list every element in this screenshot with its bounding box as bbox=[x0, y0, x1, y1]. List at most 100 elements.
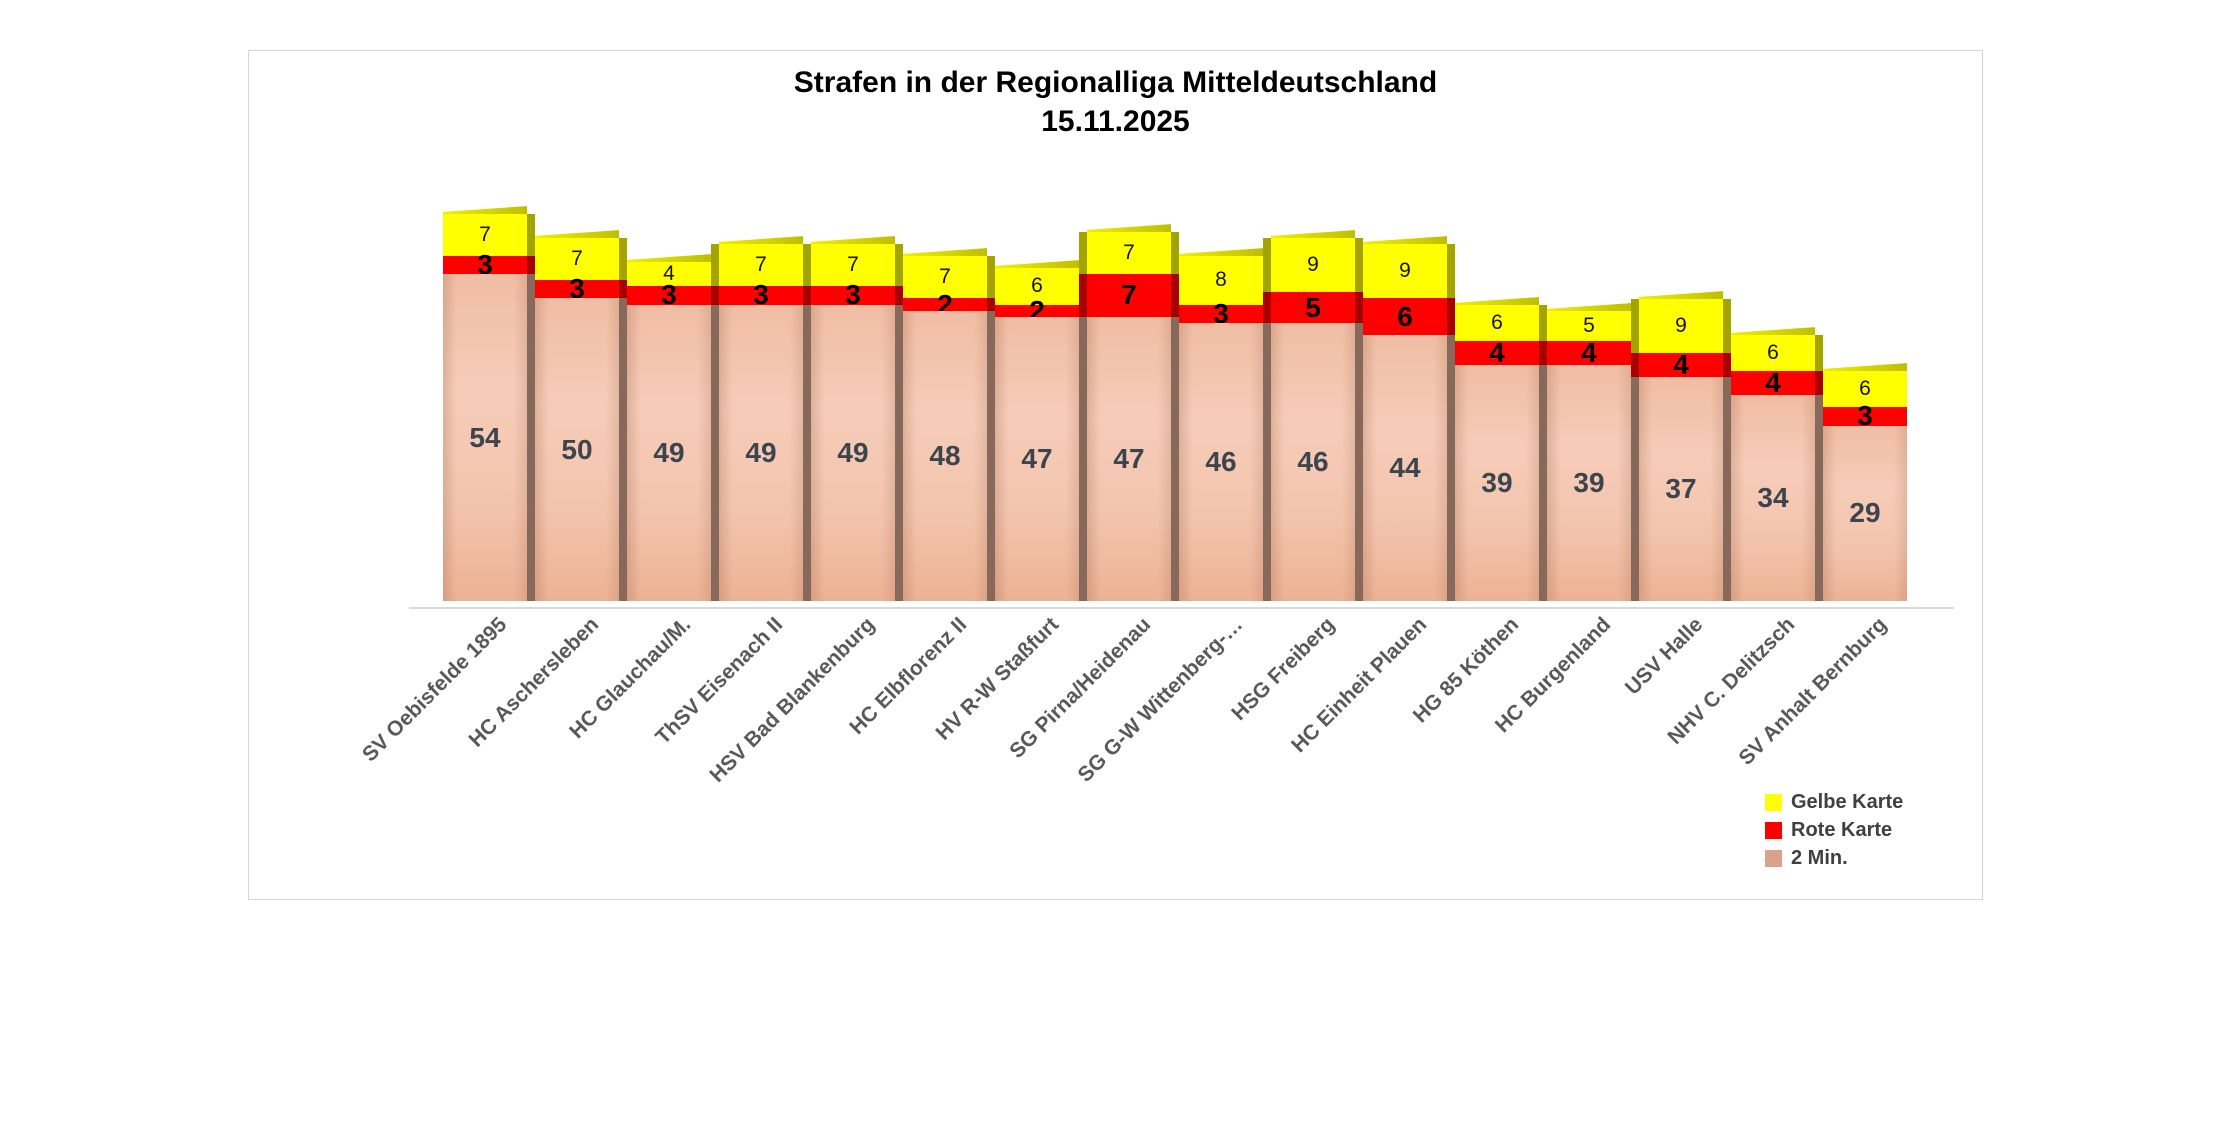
side-face-2min bbox=[619, 298, 627, 601]
side-face-gelbe bbox=[619, 238, 627, 281]
bar-side-face bbox=[1815, 334, 1823, 601]
segment-rote-karte: 3 bbox=[627, 281, 711, 309]
segment-rote-karte: 3 bbox=[719, 281, 803, 309]
segment-rote-karte: 4 bbox=[1455, 338, 1539, 366]
bar-group: 7 2 48 bbox=[903, 256, 987, 601]
segment-2min: 49 bbox=[811, 304, 895, 601]
side-face-2min bbox=[1355, 322, 1363, 601]
side-face-2min bbox=[895, 304, 903, 601]
side-face-2min bbox=[1539, 365, 1547, 601]
segment-rote-karte: 4 bbox=[1731, 369, 1815, 397]
bar-group: 7 3 49 bbox=[811, 244, 895, 601]
side-face-rote bbox=[1171, 274, 1179, 317]
side-face-gelbe bbox=[1815, 334, 1823, 372]
side-face-2min bbox=[1815, 395, 1823, 601]
legend-item: Gelbe Karte bbox=[1765, 792, 1903, 812]
bar-side-face bbox=[1355, 238, 1363, 601]
segment-2min: 39 bbox=[1455, 365, 1539, 601]
bar-group: 5 4 39 bbox=[1547, 310, 1631, 601]
plot-area: 7 3 54 SV Oebisfelde 1895 7 3 50 HC Ascherslebe… bbox=[249, 51, 1982, 899]
side-face-rote bbox=[803, 286, 811, 305]
segment-gelbe-karte: 7 bbox=[811, 244, 895, 287]
side-face-rote bbox=[1631, 352, 1639, 378]
segment-gelbe-karte: 4 bbox=[627, 262, 711, 287]
side-face-2min bbox=[1723, 377, 1731, 601]
segment-gelbe-karte: 5 bbox=[1547, 310, 1631, 341]
bar-group: 6 2 47 bbox=[995, 268, 1079, 601]
legend-item: 2 Min. bbox=[1765, 848, 1903, 868]
side-face-2min bbox=[1631, 377, 1639, 601]
segment-rote-karte: 7 bbox=[1087, 274, 1171, 317]
segment-2min: 47 bbox=[1087, 316, 1171, 601]
bar-side-face bbox=[803, 244, 811, 601]
side-face-gelbe bbox=[1263, 238, 1271, 293]
legend-swatch bbox=[1765, 793, 1782, 811]
segment-2min: 37 bbox=[1639, 377, 1723, 601]
segment-2min: 54 bbox=[443, 274, 527, 601]
side-face-gelbe bbox=[1631, 298, 1639, 353]
side-face-rote bbox=[1263, 292, 1271, 323]
bar-side-face bbox=[895, 244, 903, 601]
side-face-2min bbox=[527, 274, 535, 601]
chart-container: Strafen in der Regionalliga Mitteldeutsc… bbox=[248, 50, 1983, 900]
segment-gelbe-karte: 6 bbox=[995, 268, 1079, 305]
bar-group: 6 3 29 bbox=[1823, 371, 1907, 601]
bar-group: 7 3 50 bbox=[535, 238, 619, 601]
side-face-gelbe bbox=[711, 244, 719, 287]
bar-side-face bbox=[1171, 231, 1179, 601]
legend-label: Rote Karte bbox=[1791, 819, 1893, 841]
bar-side-face bbox=[711, 244, 719, 601]
side-face-rote bbox=[711, 286, 719, 305]
legend-swatch bbox=[1765, 821, 1782, 839]
segment-2min: 39 bbox=[1547, 365, 1631, 601]
side-face-gelbe bbox=[895, 244, 903, 287]
segment-2min: 34 bbox=[1731, 395, 1815, 601]
segment-gelbe-karte: 7 bbox=[443, 213, 527, 257]
side-face-gelbe bbox=[1723, 298, 1731, 353]
segment-rote-karte: 3 bbox=[535, 275, 619, 303]
legend-label: 2 Min. bbox=[1791, 847, 1848, 869]
side-face-gelbe bbox=[1539, 304, 1547, 341]
bar-side-face bbox=[1079, 231, 1087, 601]
side-face-gelbe bbox=[1171, 231, 1179, 275]
bar-group: 7 3 54 bbox=[443, 213, 527, 601]
side-face-rote bbox=[1539, 340, 1547, 366]
side-face-gelbe bbox=[987, 256, 995, 299]
side-face-rote bbox=[987, 298, 995, 311]
bar-group: 7 3 49 bbox=[719, 244, 803, 601]
segment-2min: 48 bbox=[903, 310, 987, 601]
bar-group: 4 3 49 bbox=[627, 262, 711, 601]
side-face-gelbe bbox=[1447, 244, 1455, 299]
segment-rote-karte: 3 bbox=[811, 281, 895, 309]
segment-2min: 49 bbox=[627, 304, 711, 601]
side-face-rote bbox=[1815, 371, 1823, 396]
segment-gelbe-karte: 8 bbox=[1179, 256, 1263, 305]
segment-gelbe-karte: 6 bbox=[1455, 304, 1539, 341]
bar-group: 9 6 44 bbox=[1363, 244, 1447, 601]
side-face-rote bbox=[619, 280, 627, 299]
segment-2min: 46 bbox=[1179, 322, 1263, 601]
side-face-rote bbox=[1447, 298, 1455, 335]
side-face-rote bbox=[1723, 352, 1731, 378]
side-face-rote bbox=[1079, 274, 1087, 317]
side-face-rote bbox=[1355, 292, 1363, 323]
segment-gelbe-karte: 9 bbox=[1639, 298, 1723, 353]
side-face-gelbe bbox=[527, 213, 535, 257]
segment-rote-karte: 3 bbox=[443, 251, 527, 279]
bar-side-face bbox=[1723, 298, 1731, 601]
segment-rote-karte: 2 bbox=[903, 290, 987, 318]
segment-gelbe-karte: 6 bbox=[1731, 334, 1815, 372]
side-face-rote bbox=[527, 256, 535, 275]
segment-gelbe-karte: 6 bbox=[1823, 371, 1907, 408]
side-face-2min bbox=[987, 310, 995, 601]
bar-side-face bbox=[1631, 298, 1639, 601]
legend-label: Gelbe Karte bbox=[1791, 791, 1904, 813]
legend-swatch bbox=[1765, 849, 1782, 867]
side-face-2min bbox=[803, 304, 811, 601]
segment-rote-karte: 3 bbox=[1823, 402, 1907, 430]
segment-gelbe-karte: 7 bbox=[903, 256, 987, 299]
chart-title-block: Strafen in der Regionalliga Mitteldeutsc… bbox=[249, 63, 1982, 141]
side-face-gelbe bbox=[1355, 238, 1363, 293]
side-face-2min bbox=[1079, 316, 1087, 601]
bar-side-face bbox=[1539, 304, 1547, 601]
